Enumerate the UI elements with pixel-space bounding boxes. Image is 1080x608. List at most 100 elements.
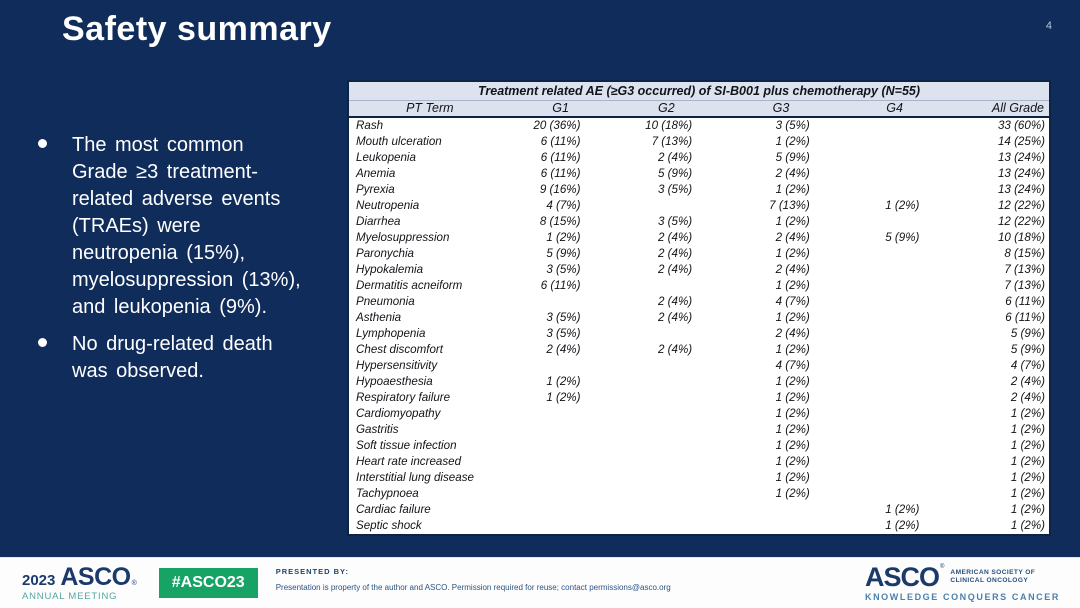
table-row: Asthenia 3 (5%) 2 (4%) 1 (2%) 6 (11%)	[348, 310, 1050, 326]
asco-tagline: KNOWLEDGE CONQUERS CANCER	[864, 592, 1060, 602]
value-cell: 1 (2%)	[775, 183, 810, 196]
value-cell	[610, 406, 722, 422]
value-cell: 3 (5%)	[658, 215, 693, 228]
presented-by-label: PRESENTED BY:	[275, 567, 349, 576]
table-row: Gastritis 1 (2%) 1 (2%)	[348, 422, 1050, 438]
value-cell	[840, 246, 950, 262]
value-cell: 8 (15%)	[539, 215, 581, 228]
hashtag-badge: #ASCO23	[158, 568, 258, 598]
value-cell	[722, 518, 840, 535]
table-row: Tachypnoea 1 (2%) 1 (2%)	[348, 486, 1050, 502]
value-cell	[840, 294, 950, 310]
value-cell: 4 (7%)	[775, 295, 810, 308]
value-cell	[840, 470, 950, 486]
value-cell: 1 (2%)	[1010, 471, 1045, 484]
page-number: 4	[1045, 20, 1052, 32]
value-cell: 13 (24%)	[997, 167, 1045, 180]
value-cell	[610, 502, 722, 518]
value-cell: 1 (2%)	[546, 391, 581, 404]
pt-term-cell: Lymphopenia	[356, 327, 426, 340]
value-cell: 4 (7%)	[775, 359, 810, 372]
table-row: Cardiac failure 1 (2%) 1 (2%)	[348, 502, 1050, 518]
ae-table-body: Rash 20 (36%) 10 (18%) 3 (5%) 33 (60%) Mouth …	[348, 117, 1050, 535]
meeting-subtitle: ANNUAL MEETING	[22, 590, 118, 602]
value-cell: 7 (13%)	[1004, 263, 1045, 276]
pt-term-cell: Tachypnoea	[356, 487, 419, 500]
pt-term-cell: Heart rate increased	[356, 455, 462, 468]
value-cell	[511, 486, 611, 502]
table-title: Treatment related AE (≥G3 occurred) of S…	[348, 81, 1050, 101]
value-cell	[840, 454, 950, 470]
value-cell	[840, 214, 950, 230]
value-cell: 1 (2%)	[775, 487, 810, 500]
value-cell: 2 (4%)	[775, 263, 810, 276]
table-row: Diarrhea 8 (15%) 3 (5%) 1 (2%) 12 (22%)	[348, 214, 1050, 230]
value-cell	[840, 134, 950, 150]
pt-term-cell: Leukopenia	[356, 151, 416, 164]
value-cell	[511, 294, 611, 310]
bullet-list: The most common Grade ≥3 treatment- rela…	[36, 132, 336, 385]
value-cell	[840, 486, 950, 502]
table-row: Pneumonia 2 (4%) 4 (7%) 6 (11%)	[348, 294, 1050, 310]
value-cell: 5 (9%)	[1010, 343, 1045, 356]
table-row: Mouth ulceration 6 (11%) 7 (13%) 1 (2%) 14 (…	[348, 134, 1050, 150]
society-name: AMERICAN SOCIETY OF CLINICAL ONCOLOGY	[950, 569, 1035, 585]
pt-term-cell: Septic shock	[356, 519, 422, 532]
column-header: G4	[839, 100, 950, 118]
value-cell	[610, 518, 722, 535]
value-cell: 1 (2%)	[775, 423, 810, 436]
value-cell: 7 (13%)	[769, 199, 810, 212]
bullet-text: The most common Grade ≥3 treatment- rela…	[72, 134, 301, 318]
column-header: G2	[610, 100, 723, 118]
value-cell: 5 (9%)	[885, 231, 920, 244]
pt-term-cell: Mouth ulceration	[356, 135, 442, 148]
value-cell	[511, 358, 611, 374]
table-row: Anemia 6 (11%) 5 (9%) 2 (4%) 13 (24%)	[348, 166, 1050, 182]
page-title: Safety summary	[62, 10, 332, 48]
value-cell	[840, 310, 950, 326]
value-cell	[840, 422, 950, 438]
pt-term-cell: Myelosuppression	[356, 231, 450, 244]
value-cell: 20 (36%)	[533, 119, 581, 132]
value-cell	[840, 166, 950, 182]
value-cell: 1 (2%)	[885, 519, 920, 532]
asco-wordmark: ASCO	[60, 562, 131, 591]
pt-term-cell: Pyrexia	[356, 183, 395, 196]
table-row: Soft tissue infection 1 (2%) 1 (2%)	[348, 438, 1050, 454]
value-cell: 1 (2%)	[1010, 519, 1045, 532]
value-cell: 10 (18%)	[645, 119, 693, 132]
value-cell	[840, 182, 950, 198]
bullet-item: The most common Grade ≥3 treatment- rela…	[36, 132, 336, 321]
pt-term-cell: Dermatitis acneiform	[356, 279, 463, 292]
table-row: Hypersensitivity 4 (7%) 4 (7%)	[348, 358, 1050, 374]
value-cell	[840, 390, 950, 406]
value-cell: 1 (2%)	[775, 135, 810, 148]
value-cell: 3 (5%)	[546, 311, 581, 324]
value-cell: 1 (2%)	[775, 407, 810, 420]
pt-term-cell: Diarrhea	[356, 215, 401, 228]
value-cell: 2 (4%)	[775, 327, 810, 340]
pt-term-cell: Anemia	[356, 167, 396, 180]
value-cell: 33 (60%)	[997, 119, 1045, 132]
value-cell: 1 (2%)	[1010, 439, 1045, 452]
value-cell: 1 (2%)	[775, 471, 810, 484]
column-header: All Grade	[949, 100, 1050, 118]
pt-term-cell: Interstitial lung disease	[356, 471, 474, 484]
table-row: Hypoaesthesia 1 (2%) 1 (2%) 2 (4%)	[348, 374, 1050, 390]
value-cell: 1 (2%)	[1010, 423, 1045, 436]
value-cell	[840, 262, 950, 278]
value-cell: 1 (2%)	[885, 503, 920, 516]
value-cell	[840, 406, 950, 422]
value-cell: 2 (4%)	[1010, 375, 1045, 388]
value-cell: 3 (5%)	[658, 183, 693, 196]
value-cell: 1 (2%)	[885, 199, 920, 212]
value-cell	[610, 278, 722, 294]
value-cell: 14 (25%)	[997, 135, 1045, 148]
pt-term-cell: Respiratory failure	[356, 391, 451, 404]
pt-term-cell: Rash	[356, 119, 384, 132]
pt-term-cell: Cardiomyopathy	[356, 407, 441, 420]
value-cell	[840, 278, 950, 294]
value-cell	[840, 117, 950, 134]
bullet-dot-icon	[38, 139, 47, 148]
value-cell: 7 (13%)	[651, 135, 693, 148]
